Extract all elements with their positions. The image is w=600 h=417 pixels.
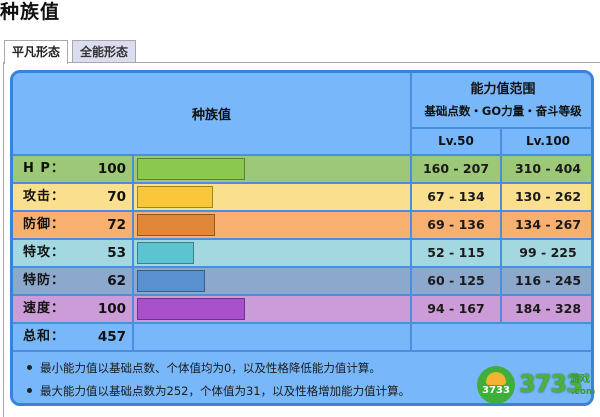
page-title: 种族值 — [0, 1, 61, 23]
divider — [13, 294, 591, 296]
divider — [13, 154, 591, 156]
stat-bar-cell — [134, 240, 410, 266]
divider — [412, 127, 591, 129]
stat-label: 防御： — [23, 217, 66, 232]
stat-label-cell: 总和： 457 — [15, 324, 132, 350]
divider — [500, 128, 502, 324]
divider — [410, 73, 412, 352]
stat-range-lv100: 99 - 225 — [519, 245, 577, 260]
divider — [132, 156, 134, 350]
bullet-icon — [27, 388, 32, 393]
stat-label: 攻击： — [23, 189, 66, 204]
stat-range-lv100: 310 - 404 — [514, 161, 582, 176]
stat-label: 特攻： — [23, 245, 66, 260]
site-watermark: 3733 3733 游戏 .com — [477, 360, 597, 410]
watermark-sub: 游戏 — [570, 374, 590, 385]
stat-value: 100 — [97, 161, 126, 177]
base-stats-header: 种族值 — [191, 108, 231, 123]
total-value: 457 — [97, 329, 126, 345]
watermark-text: 3733 — [519, 370, 583, 398]
stat-range-lv50: 67 - 134 — [427, 189, 485, 204]
stat-range-subtitle: 基础点数・GO力量・奋斗等级 — [424, 104, 582, 118]
stat-label-cell: 特攻： 53 — [15, 240, 132, 266]
stat-value: 53 — [107, 245, 126, 261]
stat-bar-cell — [134, 296, 410, 322]
form-tabs: 平凡形态 全能形态 — [4, 40, 137, 64]
stat-range-header: 能力值范围 基础点数・GO力量・奋斗等级 — [412, 73, 591, 127]
stat-bar — [137, 158, 245, 180]
stat-value: 62 — [107, 273, 126, 289]
stat-bar — [137, 270, 205, 292]
stat-label: H P： — [23, 161, 65, 176]
lv50-header: Lv.50 — [438, 134, 474, 148]
divider — [13, 266, 591, 268]
stat-label-cell: 攻击： 70 — [15, 184, 132, 210]
watermark-domain: .com — [571, 387, 596, 397]
note-text: 最小能力值以基础点数、个体值均为0，以及性格降低能力值计算。 — [40, 361, 381, 375]
stat-label: 速度： — [23, 301, 66, 316]
note-max: 最大能力值以基础点数为252，个体值为31，以及性格增加能力值计算。 — [27, 383, 410, 399]
note-min: 最小能力值以基础点数、个体值均为0，以及性格降低能力值计算。 — [27, 360, 381, 376]
stat-bar-cell — [134, 156, 410, 182]
divider — [13, 350, 591, 352]
stat-label-cell: H P： 100 — [15, 156, 132, 182]
note-text: 最大能力值以基础点数为252，个体值为31，以及性格增加能力值计算。 — [40, 384, 411, 398]
stat-value: 100 — [97, 301, 126, 317]
stat-range-title: 能力值范围 — [470, 82, 536, 97]
total-label: 总和： — [23, 329, 66, 344]
stat-bar — [137, 242, 194, 264]
stat-row-defense: 防御： 72 69 - 136 134 - 267 — [13, 212, 591, 238]
tab-normal-form[interactable]: 平凡形态 — [4, 40, 69, 64]
stat-range-lv100: 130 - 262 — [514, 189, 582, 204]
stat-bar-cell — [134, 268, 410, 294]
stat-range-lv50: 69 - 136 — [427, 217, 485, 232]
stat-range-lv100: 134 - 267 — [514, 217, 582, 232]
stat-label: 特防： — [23, 273, 66, 288]
tab-full-power-form[interactable]: 全能形态 — [72, 40, 137, 63]
stat-range-lv100: 184 - 328 — [514, 301, 582, 316]
stat-row-sp-attack: 特攻： 53 52 - 115 99 - 225 — [13, 240, 591, 266]
stat-bar-cell — [134, 212, 410, 238]
divider — [13, 210, 591, 212]
stat-row-sp-defense: 特防： 62 60 - 125 116 - 245 — [13, 268, 591, 294]
lv100-header: Lv.100 — [525, 134, 571, 148]
bullet-icon — [27, 365, 32, 370]
stat-range-lv50: 60 - 125 — [427, 273, 485, 288]
divider — [13, 238, 591, 240]
stat-value: 72 — [107, 217, 126, 233]
stat-row-total: 总和： 457 — [13, 324, 591, 350]
tab-panel — [3, 62, 600, 417]
stat-label-cell: 特防： 62 — [15, 268, 132, 294]
stat-range-lv100: 116 - 245 — [514, 273, 582, 288]
stat-range-lv50: 94 - 167 — [427, 301, 485, 316]
base-stats-table: 种族值 能力值范围 基础点数・GO力量・奋斗等级 Lv.50 Lv.100 H … — [10, 70, 594, 406]
divider — [13, 182, 591, 184]
stat-bar — [137, 298, 245, 320]
stat-label-cell: 防御： 72 — [15, 212, 132, 238]
divider — [13, 322, 591, 324]
stat-range-lv50: 52 - 115 — [427, 245, 485, 260]
stat-bar-cell — [134, 184, 410, 210]
stat-bar — [137, 186, 213, 208]
stat-label-cell: 速度： 100 — [15, 296, 132, 322]
stat-row-hp: H P： 100 160 - 207 310 - 404 — [13, 156, 591, 182]
stat-value: 70 — [107, 189, 126, 205]
watermark-logo-icon: 3733 — [477, 366, 515, 404]
stat-row-speed: 速度： 100 94 - 167 184 - 328 — [13, 296, 591, 322]
stat-bar — [137, 214, 216, 236]
stat-range-lv50: 160 - 207 — [422, 161, 490, 176]
stat-row-attack: 攻击： 70 67 - 134 130 - 262 — [13, 184, 591, 210]
